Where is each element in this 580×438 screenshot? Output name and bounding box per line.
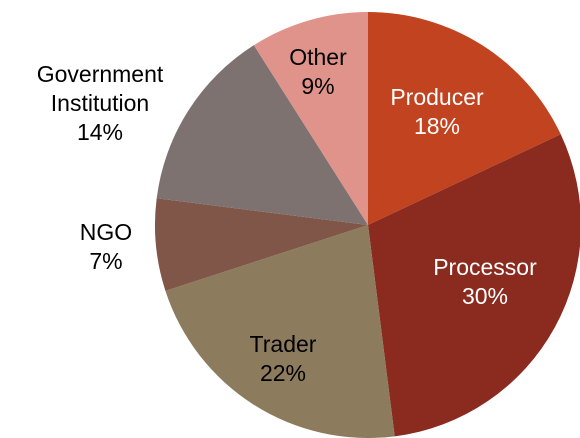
category-label: Producer: [390, 84, 484, 110]
value-label: 18%: [413, 113, 461, 139]
pie-slice: [165, 225, 395, 438]
value-label: 9%: [301, 73, 335, 99]
slice-label: Government Institution 14%: [20, 60, 180, 147]
slice-label: NGO 7%: [16, 218, 196, 276]
pie-slice: [156, 45, 368, 225]
category-label: Processor: [433, 254, 537, 280]
slice-label: Processor 30%: [395, 253, 575, 311]
slice-label: Producer 18%: [347, 83, 527, 141]
value-label: 30%: [461, 283, 509, 309]
slice-label: Other 9%: [228, 43, 408, 101]
value-label: 22%: [259, 360, 307, 386]
slice-label: Trader 22%: [193, 330, 373, 388]
category-label: Other: [289, 44, 347, 70]
value-label: 7%: [89, 248, 123, 274]
pie-slice: [154, 198, 368, 291]
pie-slice: [368, 134, 580, 437]
category-label: Trader: [249, 331, 317, 357]
category-label: NGO: [79, 219, 133, 245]
pie-slice: [368, 12, 561, 225]
value-label: 14%: [76, 119, 124, 145]
pie-slice: [253, 12, 368, 225]
category-label: Government Institution: [36, 61, 164, 116]
